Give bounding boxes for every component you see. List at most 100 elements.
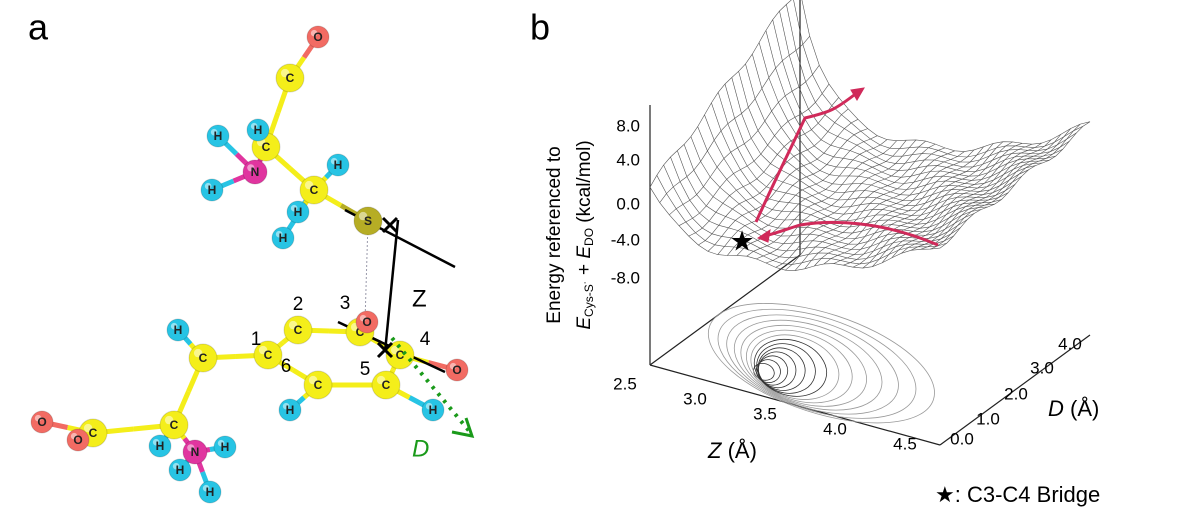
mesh-line bbox=[738, 71, 1029, 201]
atom-label: H bbox=[294, 205, 303, 219]
atom-highlight bbox=[449, 362, 457, 370]
mesh-line bbox=[804, 150, 955, 269]
star: ★ bbox=[729, 225, 754, 256]
y-tick-label: 4.0 bbox=[616, 150, 640, 169]
atom-highlight bbox=[288, 320, 298, 330]
mesh-line bbox=[920, 128, 1071, 250]
mesh-line bbox=[843, 143, 994, 266]
axis-title: Energy referenced to bbox=[544, 146, 565, 323]
atom-label: N bbox=[251, 165, 260, 179]
contour bbox=[717, 308, 917, 419]
z-label: Z bbox=[412, 285, 427, 312]
atom-label: H bbox=[156, 439, 165, 453]
ring-number: 4 bbox=[420, 329, 431, 350]
contour bbox=[756, 343, 816, 394]
panel-label: a bbox=[28, 7, 49, 48]
mesh-line bbox=[677, 150, 968, 250]
mesh-line bbox=[765, 139, 917, 264]
mesh-line bbox=[775, 140, 926, 268]
atom-highlight bbox=[250, 122, 258, 130]
contour bbox=[745, 329, 853, 404]
axis-title: Z (Å) bbox=[707, 438, 757, 463]
d-tick-label: 1.0 bbox=[976, 409, 1000, 428]
atom-label: H bbox=[208, 183, 217, 197]
x-tick-label: 4.5 bbox=[893, 434, 917, 453]
axis-title: ECys-S˙ + EDO (kcal/mol) bbox=[574, 140, 596, 329]
y-tick-label: -4.0 bbox=[611, 230, 640, 249]
y-tick-label: 8.0 bbox=[616, 116, 640, 135]
pathway-arrow bbox=[850, 87, 865, 101]
cross-mark bbox=[376, 341, 394, 359]
atom-highlight bbox=[34, 414, 42, 422]
mesh-line bbox=[678, 83, 830, 226]
panel-label: b bbox=[530, 7, 550, 48]
pathway-arrow bbox=[764, 220, 939, 247]
ring-number: 6 bbox=[281, 356, 292, 377]
y-tick-label: 0.0 bbox=[616, 194, 640, 213]
mesh-line bbox=[756, 140, 907, 260]
x-tick-label: 3.0 bbox=[683, 389, 707, 408]
d-tick-label: 0.0 bbox=[950, 429, 974, 448]
atom-label: C bbox=[89, 426, 98, 440]
mesh-line bbox=[910, 134, 1062, 251]
mesh-line bbox=[814, 151, 965, 267]
mesh-line bbox=[891, 142, 1042, 259]
atom-label: O bbox=[452, 363, 461, 377]
atom-label: C bbox=[310, 183, 319, 197]
atom-highlight bbox=[202, 484, 210, 492]
atom-highlight bbox=[247, 164, 255, 172]
mesh-line bbox=[717, 128, 868, 255]
atom-label: O bbox=[313, 30, 322, 44]
atom-label: H bbox=[279, 231, 288, 245]
contour bbox=[757, 347, 806, 391]
y-tick-label: -8.0 bbox=[611, 268, 640, 287]
atom-label: C bbox=[382, 378, 391, 392]
atom-label: C bbox=[314, 378, 323, 392]
mesh-line bbox=[833, 146, 984, 264]
atom-highlight bbox=[170, 322, 178, 330]
atom-highlight bbox=[290, 204, 298, 212]
atom-highlight bbox=[359, 314, 367, 322]
atom-label: O bbox=[362, 315, 371, 329]
atom-highlight bbox=[304, 180, 314, 190]
atom-label: C bbox=[294, 323, 303, 337]
atom-highlight bbox=[275, 230, 283, 238]
atom-highlight bbox=[164, 415, 174, 425]
mesh-line bbox=[939, 121, 1091, 249]
contour bbox=[758, 351, 797, 389]
atom-label: C bbox=[264, 348, 273, 362]
contour bbox=[726, 314, 899, 415]
atom-label: O bbox=[73, 433, 82, 447]
x-tick-label: 4.0 bbox=[823, 419, 847, 438]
atom-label: H bbox=[214, 129, 223, 143]
mesh-line bbox=[659, 36, 810, 203]
atom-highlight bbox=[425, 402, 433, 410]
atom-highlight bbox=[308, 375, 318, 385]
atom-highlight bbox=[83, 423, 93, 433]
ring-number: 3 bbox=[340, 293, 351, 314]
ring-number: 2 bbox=[293, 294, 304, 315]
atom-highlight bbox=[376, 375, 386, 385]
mesh-line bbox=[688, 97, 839, 237]
pathway-arrow bbox=[754, 90, 859, 223]
mesh-line bbox=[669, 65, 820, 216]
contour bbox=[753, 338, 828, 397]
atom-label: C bbox=[396, 348, 405, 362]
atom-label: C bbox=[356, 325, 365, 339]
atom-highlight bbox=[70, 432, 78, 440]
atom-highlight bbox=[330, 157, 338, 165]
axis-line bbox=[383, 219, 400, 353]
cross-mark bbox=[381, 216, 399, 234]
atom-label: H bbox=[221, 440, 230, 454]
energy-surface: ★8.04.00.0-4.0-8.02.53.03.54.04.5 0.01.02… bbox=[611, 0, 1091, 453]
atom-highlight bbox=[193, 348, 203, 358]
mesh-line bbox=[872, 143, 1023, 267]
mesh-line bbox=[801, 0, 1091, 152]
legend: ★: C3-C4 Bridge bbox=[935, 482, 1100, 507]
atom-label: O bbox=[37, 415, 46, 429]
contour bbox=[707, 303, 935, 424]
atom-highlight bbox=[258, 345, 268, 355]
mesh-line bbox=[786, 4, 1077, 163]
axis-line bbox=[649, 254, 801, 366]
